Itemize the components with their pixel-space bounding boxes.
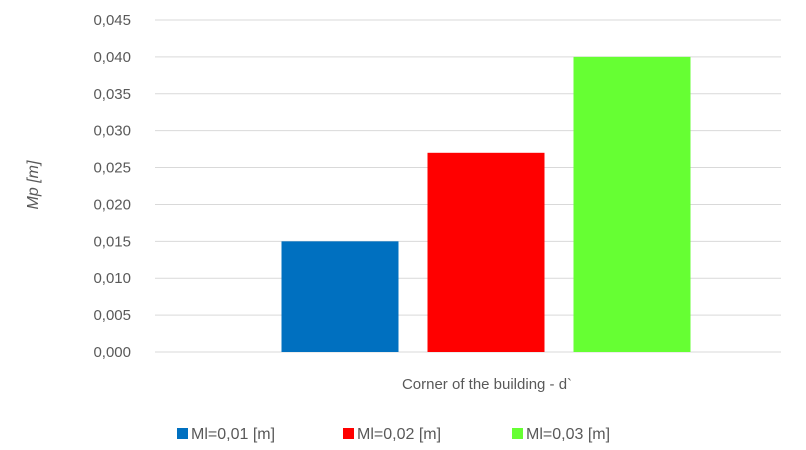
y-tick-label: 0,005	[93, 307, 131, 324]
y-tick-label: 0,040	[93, 49, 131, 66]
y-tick-label: 0,000	[93, 344, 131, 361]
y-axis-title: Mp [m]	[25, 160, 42, 209]
y-tick-label: 0,010	[93, 270, 131, 287]
y-tick-label: 0,045	[93, 12, 131, 29]
x-category-label: Corner of the building - d`	[402, 376, 572, 393]
bar-series-2	[427, 152, 545, 352]
legend-item: Ml=0,01 [m]	[177, 426, 275, 443]
legend-label: Ml=0,01 [m]	[191, 426, 275, 443]
legend-swatch	[343, 428, 354, 439]
y-tick-label: 0,015	[93, 233, 131, 250]
legend-item: Ml=0,03 [m]	[512, 426, 610, 443]
bar-series-3	[573, 56, 691, 353]
y-tick-label: 0,025	[93, 160, 131, 177]
legend-label: Ml=0,03 [m]	[526, 426, 610, 443]
legend-swatch	[177, 428, 188, 439]
legend-item: Ml=0,02 [m]	[343, 426, 441, 443]
bar-series-1	[281, 241, 399, 352]
legend-label: Ml=0,02 [m]	[357, 426, 441, 443]
y-tick-labels: 0,000 0,005 0,010 0,015 0,020 0,025 0,030 0,035…	[93, 12, 131, 361]
y-tick-label: 0,035	[93, 86, 131, 103]
legend: Ml=0,01 [m] Ml=0,02 [m] Ml=0,03 [m]	[177, 426, 610, 443]
y-tick-label: 0,030	[93, 123, 131, 140]
legend-swatch	[512, 428, 523, 439]
bars	[281, 56, 691, 353]
y-tick-label: 0,020	[93, 196, 131, 213]
